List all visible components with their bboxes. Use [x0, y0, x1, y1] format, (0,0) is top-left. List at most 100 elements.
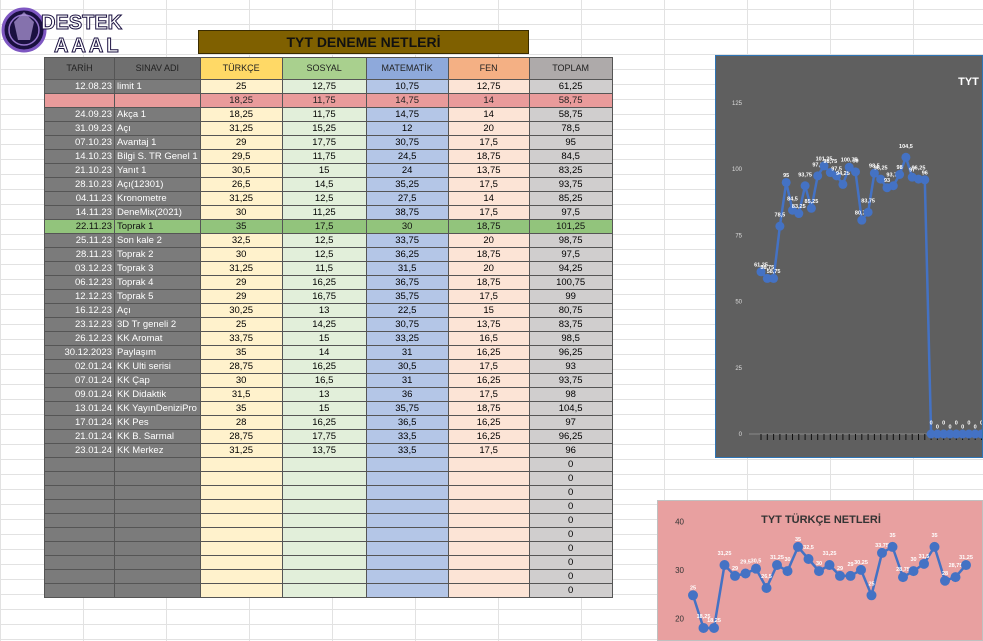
table-cell[interactable] [44, 541, 115, 556]
table-cell[interactable]: 12,5 [281, 233, 367, 248]
table-cell[interactable]: Yanıt 1 [114, 163, 201, 178]
table-cell[interactable] [199, 471, 283, 486]
table-cell[interactable]: 11,75 [281, 107, 367, 122]
table-cell[interactable]: 18,75 [447, 219, 530, 234]
table-cell[interactable]: 95 [528, 135, 613, 150]
table-cell[interactable]: 29 [199, 275, 283, 290]
table-cell[interactable] [281, 583, 367, 598]
table-cell[interactable]: 58,75 [528, 107, 613, 122]
table-cell[interactable]: 97,5 [528, 247, 613, 262]
table-cell[interactable]: 30.12.2023 [44, 345, 115, 360]
table-cell[interactable]: KK YayınDeniziPro [114, 401, 201, 416]
table-cell[interactable]: 13 [281, 303, 367, 318]
table-cell[interactable] [281, 499, 367, 514]
table-cell[interactable] [44, 513, 115, 528]
table-cell[interactable]: 17,5 [447, 443, 530, 458]
table-cell[interactable]: 12.12.23 [44, 289, 115, 304]
table-cell[interactable]: 36,75 [365, 275, 449, 290]
table-cell[interactable]: limit 1 [114, 79, 201, 94]
table-cell[interactable]: 16,25 [281, 415, 367, 430]
table-cell[interactable] [365, 457, 449, 472]
table-cell[interactable] [281, 457, 367, 472]
table-cell[interactable]: 33,5 [365, 429, 449, 444]
table-cell[interactable]: 04.11.23 [44, 191, 115, 206]
table-cell[interactable]: 31,5 [365, 261, 449, 276]
table-cell[interactable]: 15 [281, 163, 367, 178]
table-cell[interactable] [447, 527, 530, 542]
table-cell[interactable] [199, 485, 283, 500]
table-cell[interactable] [199, 583, 283, 598]
table-cell[interactable]: KK Merkez [114, 443, 201, 458]
table-cell[interactable] [199, 555, 283, 570]
column-header[interactable]: TARİH [44, 57, 115, 80]
table-cell[interactable]: 12,5 [281, 247, 367, 262]
table-cell[interactable]: 24,5 [365, 149, 449, 164]
table-cell[interactable]: 96,25 [528, 345, 613, 360]
table-cell[interactable]: 30,5 [365, 359, 449, 374]
table-cell[interactable] [44, 499, 115, 514]
table-cell[interactable]: 35 [199, 345, 283, 360]
table-cell[interactable]: 93,75 [528, 177, 613, 192]
table-cell[interactable]: 0 [528, 583, 613, 598]
table-cell[interactable]: 14 [447, 107, 530, 122]
table-cell[interactable]: 25.11.23 [44, 233, 115, 248]
table-cell[interactable] [44, 471, 115, 486]
table-cell[interactable] [365, 555, 449, 570]
table-cell[interactable]: 38,75 [365, 205, 449, 220]
column-header[interactable]: TÜRKÇE [199, 57, 283, 80]
table-cell[interactable]: 18,75 [447, 149, 530, 164]
table-cell[interactable]: 25 [199, 79, 283, 94]
table-cell[interactable]: 85,25 [528, 191, 613, 206]
table-cell[interactable] [114, 569, 201, 584]
table-cell[interactable]: 15,25 [281, 121, 367, 136]
table-cell[interactable]: 61,25 [528, 79, 613, 94]
column-header[interactable]: FEN [447, 57, 530, 80]
column-header[interactable]: TOPLAM [528, 57, 613, 80]
table-cell[interactable]: 17,5 [281, 219, 367, 234]
table-cell[interactable]: Toprak 2 [114, 247, 201, 262]
table-cell[interactable] [365, 527, 449, 542]
table-cell[interactable]: 16,25 [447, 415, 530, 430]
table-cell[interactable]: 28.11.23 [44, 247, 115, 262]
table-cell[interactable] [365, 513, 449, 528]
table-cell[interactable]: 97,5 [528, 205, 613, 220]
table-cell[interactable]: 31,25 [199, 121, 283, 136]
table-cell[interactable]: 21.10.23 [44, 163, 115, 178]
table-cell[interactable]: 35,75 [365, 289, 449, 304]
table-cell[interactable]: 0 [528, 527, 613, 542]
table-cell[interactable]: 25 [199, 317, 283, 332]
table-cell[interactable]: 14,5 [281, 177, 367, 192]
table-cell[interactable]: 35 [199, 401, 283, 416]
table-cell[interactable] [114, 583, 201, 598]
table-cell[interactable]: 22,5 [365, 303, 449, 318]
table-cell[interactable]: 30,5 [199, 163, 283, 178]
table-cell[interactable]: 12.08.23 [44, 79, 115, 94]
table-cell[interactable]: 12 [365, 121, 449, 136]
table-cell[interactable]: 29 [199, 289, 283, 304]
table-cell[interactable]: Toprak 5 [114, 289, 201, 304]
table-cell[interactable]: 07.10.23 [44, 135, 115, 150]
table-cell[interactable]: 17,5 [447, 289, 530, 304]
table-cell[interactable]: 17,75 [281, 429, 367, 444]
table-cell[interactable]: 14,75 [365, 107, 449, 122]
table-cell[interactable]: Son kale 2 [114, 233, 201, 248]
table-cell[interactable]: 02.01.24 [44, 359, 115, 374]
table-cell[interactable]: 16.12.23 [44, 303, 115, 318]
table-cell[interactable]: KK Pes [114, 415, 201, 430]
table-cell[interactable] [281, 471, 367, 486]
table-cell[interactable]: 31 [365, 345, 449, 360]
table-cell[interactable]: 0 [528, 499, 613, 514]
table-cell[interactable]: 14,75 [365, 93, 449, 108]
table-cell[interactable]: Toprak 4 [114, 275, 201, 290]
table-cell[interactable] [281, 513, 367, 528]
table-cell[interactable]: 13 [281, 387, 367, 402]
table-cell[interactable]: Kronometre [114, 191, 201, 206]
table-cell[interactable] [447, 457, 530, 472]
table-cell[interactable]: 33,25 [365, 331, 449, 346]
table-cell[interactable] [447, 555, 530, 570]
table-cell[interactable]: 100,75 [528, 275, 613, 290]
table-cell[interactable]: 18,25 [199, 107, 283, 122]
table-cell[interactable]: 18,75 [447, 247, 530, 262]
table-cell[interactable]: 0 [528, 471, 613, 486]
table-cell[interactable]: 30 [199, 205, 283, 220]
